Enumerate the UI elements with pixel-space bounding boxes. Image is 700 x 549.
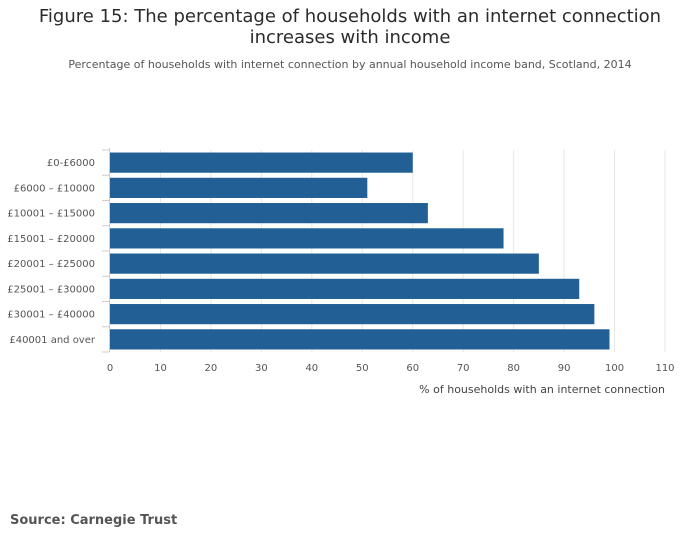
x-axis-title: % of households with an internet connect… xyxy=(419,383,665,396)
x-tick-label-30: 30 xyxy=(255,363,268,374)
y-category-label-7: £40001 and over xyxy=(9,335,96,346)
y-category-label-1: £6000 – £10000 xyxy=(14,183,95,194)
x-tick-label-100: 100 xyxy=(605,363,624,374)
y-category-label-2: £10001 – £15000 xyxy=(7,209,95,220)
x-tick-label-20: 20 xyxy=(205,363,218,374)
source-note: Source: Carnegie Trust xyxy=(10,513,178,528)
bar-1 xyxy=(110,177,368,198)
y-category-label-6: £30001 – £40000 xyxy=(7,310,95,321)
x-tick-label-0: 0 xyxy=(107,363,113,374)
y-category-label-3: £15001 – £20000 xyxy=(7,234,95,245)
y-category-labels: £0-£6000 £6000 – £10000 £10001 – £15000 £15… xyxy=(7,158,96,346)
x-tick-label-90: 90 xyxy=(558,363,571,374)
bars xyxy=(110,152,610,350)
x-tick-labels: 0 10 20 30 40 50 60 70 80 90 100 110 xyxy=(107,363,675,374)
y-category-label-5: £25001 – £30000 xyxy=(7,284,95,295)
chart-title-line-2: increases with income xyxy=(249,27,451,48)
x-tick-label-10: 10 xyxy=(154,363,167,374)
x-tick-label-80: 80 xyxy=(507,363,520,374)
y-category-label-4: £20001 – £25000 xyxy=(7,259,95,270)
bar-3 xyxy=(110,228,504,249)
chart-title-line-1: Figure 15: The percentage of households … xyxy=(38,6,662,27)
axes xyxy=(102,148,110,353)
bar-4 xyxy=(110,253,539,274)
bar-5 xyxy=(110,278,580,299)
chart-subtitle: Percentage of households with internet c… xyxy=(68,58,632,71)
bar-7 xyxy=(110,329,610,350)
x-tick-label-50: 50 xyxy=(356,363,369,374)
bar-0 xyxy=(110,152,413,173)
x-tick-label-110: 110 xyxy=(655,363,674,374)
chart-title: Figure 15: The percentage of households … xyxy=(0,6,700,48)
x-tick-label-70: 70 xyxy=(457,363,470,374)
bar-6 xyxy=(110,304,595,325)
x-tick-label-60: 60 xyxy=(406,363,419,374)
x-tick-label-40: 40 xyxy=(305,363,318,374)
y-category-label-0: £0-£6000 xyxy=(47,158,95,169)
bar-2 xyxy=(110,203,428,224)
